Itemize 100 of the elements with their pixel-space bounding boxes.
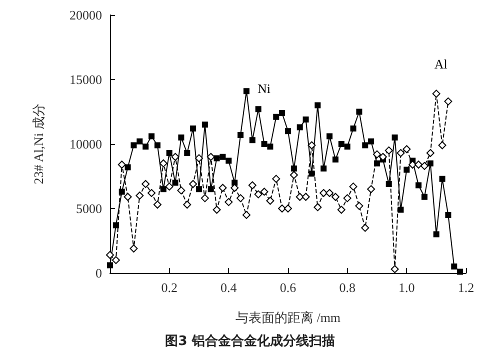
point [338,141,344,147]
point [426,149,434,158]
point [308,170,315,177]
point [421,194,428,200]
point [320,189,328,198]
point [326,189,334,198]
point [130,244,138,252]
point [200,194,209,202]
point [254,190,262,198]
point [273,114,280,120]
point [349,182,358,191]
point [444,97,452,106]
point [232,180,238,186]
point [266,196,274,205]
point [165,182,174,191]
point [314,203,322,212]
point [261,141,268,147]
point [118,160,126,169]
point [439,176,446,182]
point [136,138,143,144]
point [238,132,244,138]
y-tick-label: 20000 [70,8,102,22]
point [142,144,149,150]
y-tick-label: 10000 [70,136,102,152]
point [290,166,297,172]
point [337,206,346,214]
point [267,144,274,150]
point [373,150,381,158]
point [404,166,410,173]
x-tick-label: 0.6 [280,280,297,295]
point [384,146,393,154]
point [178,134,184,141]
point [408,160,417,169]
point [226,158,232,164]
x-tick-label: 0.8 [339,280,356,295]
point [220,154,226,160]
point [445,212,452,218]
point [208,186,214,192]
point [396,149,405,158]
point [159,159,168,168]
point [214,155,220,162]
point [260,188,268,196]
point [166,150,172,156]
point [279,110,286,116]
point [326,133,333,140]
point [343,194,352,202]
series-label: Ni [257,81,271,96]
x-tick-label: 0.2 [161,280,178,295]
point [350,126,356,132]
point [160,186,166,192]
point [451,264,458,270]
point [368,138,374,144]
point [106,250,114,259]
point [202,122,208,128]
point [392,134,398,141]
point [195,154,203,162]
x-tick-label: 1.2 [458,280,474,295]
series-label: Al [434,56,448,72]
point [344,144,350,150]
point [130,142,137,148]
point [284,204,292,212]
x-tick-label: 0.4 [220,280,238,295]
point [414,160,423,169]
point [398,206,404,213]
point [172,180,178,186]
point [177,186,186,194]
point [148,133,155,140]
point [362,142,368,148]
point [390,265,399,274]
point [416,182,422,188]
point [427,160,434,166]
point [302,116,309,122]
point [107,262,113,268]
point [212,206,221,214]
point [378,152,387,161]
point [285,128,291,134]
point [290,170,298,179]
text: 图3 铝合金合金化成分线扫描 [165,333,335,349]
point [433,231,440,238]
point [320,166,327,172]
point [243,88,250,94]
point [136,192,144,200]
point [457,268,464,275]
point [148,189,156,198]
point [183,200,192,209]
point [236,194,245,202]
point [332,156,338,162]
point [154,142,160,148]
point [420,162,428,170]
point [206,152,215,161]
point [402,145,411,154]
point [248,181,256,190]
y-tick-label: 0 [96,266,102,280]
point [218,184,227,192]
point [314,102,321,108]
point [356,108,362,115]
point [124,164,131,170]
point [249,137,256,144]
y-tick-label: 5000 [76,201,102,216]
x-tick-label: 1.0 [398,280,415,295]
